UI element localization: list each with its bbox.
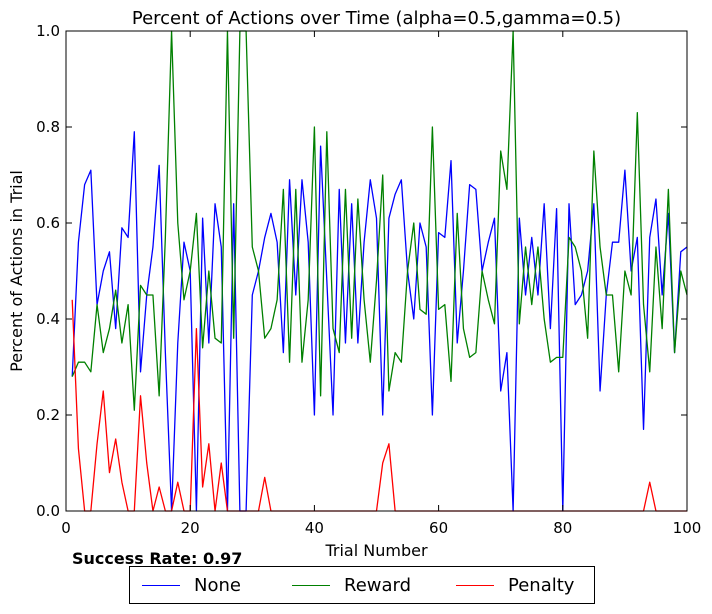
x-axis-label: Trial Number xyxy=(324,541,427,560)
legend-label-reward: Reward xyxy=(344,574,412,596)
x-tick-label: 0 xyxy=(61,519,71,537)
legend-swatch-none xyxy=(142,584,180,586)
legend: None Reward Penalty xyxy=(129,566,595,604)
x-tick-label: 60 xyxy=(429,519,448,537)
x-tick-label: 20 xyxy=(181,519,200,537)
legend-item-reward: Reward xyxy=(292,567,411,603)
legend-swatch-reward xyxy=(292,584,330,586)
y-tick-label: 0.6 xyxy=(36,214,60,232)
chart-title: Percent of Actions over Time (alpha=0.5,… xyxy=(132,8,621,29)
plot-lines xyxy=(71,30,688,512)
y-tick-label: 0.8 xyxy=(36,118,60,136)
legend-item-none: None xyxy=(142,567,241,603)
y-tick-label: 1.0 xyxy=(36,22,60,40)
plot-frame xyxy=(65,30,688,512)
y-tick-label: 0.0 xyxy=(36,502,60,520)
y-axis-label: Percent of Actions in Trial xyxy=(7,170,26,372)
legend-swatch-penalty xyxy=(456,584,494,586)
legend-label-none: None xyxy=(194,574,241,596)
series-line-reward xyxy=(71,30,688,411)
series-line-none xyxy=(71,131,688,512)
x-tick-label: 80 xyxy=(553,519,572,537)
axis-ticks: 0 20 40 60 80 100 0.0 0.2 0.4 0.6 0.8 1.0 xyxy=(36,22,701,537)
y-tick-label: 0.2 xyxy=(36,406,60,424)
y-tick-label: 0.4 xyxy=(36,310,60,328)
x-tick-label: 40 xyxy=(305,519,324,537)
legend-label-penalty: Penalty xyxy=(508,574,575,596)
success-rate-label: Success Rate: 0.97 xyxy=(72,549,243,568)
x-tick-label: 100 xyxy=(673,519,702,537)
legend-item-penalty: Penalty xyxy=(456,567,574,603)
